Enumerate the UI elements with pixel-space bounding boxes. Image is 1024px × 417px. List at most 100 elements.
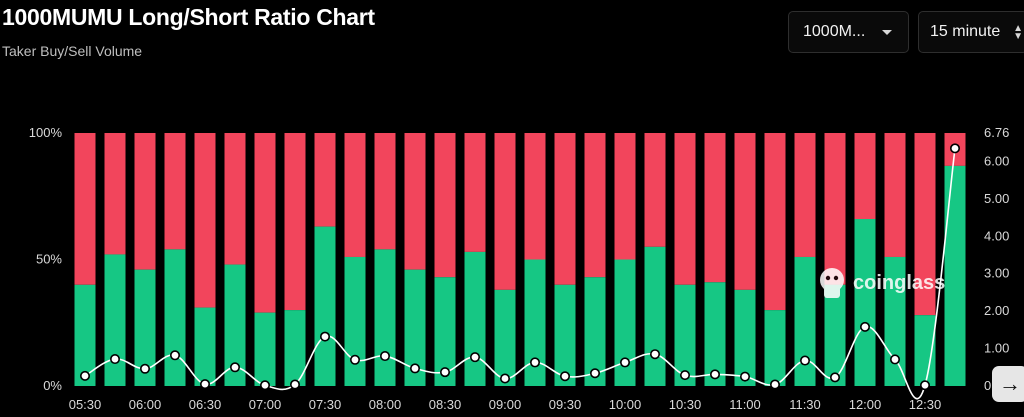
ratio-point — [319, 331, 330, 342]
right-axis-tick-label: 0 — [984, 378, 991, 393]
ratio-point — [919, 380, 930, 391]
interval-select-value: 15 minute — [930, 23, 1001, 40]
ratio-point — [379, 351, 390, 362]
sell-bar — [74, 133, 96, 285]
x-axis-tick-label: 05:30 — [69, 397, 102, 412]
sell-bar — [164, 133, 186, 250]
ratio-point — [529, 357, 540, 368]
buy-bar — [164, 249, 186, 386]
left-axis-tick-label: 100% — [29, 125, 63, 140]
x-axis-tick-label: 11:30 — [789, 397, 821, 412]
ratio-point — [140, 363, 151, 374]
right-axis-tick-label: 1.00 — [984, 341, 1009, 356]
buy-bar — [374, 249, 396, 386]
interval-select[interactable]: 15 minute ▲ ▼ — [918, 11, 1024, 53]
x-axis-tick-label: 11:00 — [729, 397, 761, 412]
buy-bar — [284, 310, 306, 386]
ratio-point — [289, 379, 300, 390]
sell-bar — [224, 133, 246, 265]
symbol-select[interactable]: 1000M... — [788, 11, 909, 53]
ratio-point — [499, 373, 510, 384]
sell-bar — [284, 133, 306, 311]
buy-bar — [434, 277, 456, 386]
ratio-point — [559, 371, 570, 382]
buy-bar — [674, 284, 696, 386]
buy-bar — [224, 264, 246, 386]
sell-bar — [554, 133, 576, 285]
buy-bar — [794, 256, 816, 386]
ratio-point — [409, 363, 420, 374]
sell-bar — [314, 133, 336, 227]
buy-bar — [944, 165, 966, 386]
right-axis-tick-label: 4.00 — [984, 228, 1009, 243]
sell-bar — [794, 133, 816, 257]
ratio-point — [200, 379, 211, 390]
sell-bar — [854, 133, 876, 220]
ratio-point — [439, 367, 450, 378]
right-axis-tick-label: 6.00 — [984, 153, 1009, 168]
sell-bar — [464, 133, 486, 252]
sell-bar — [374, 133, 396, 250]
buy-bar — [914, 315, 936, 386]
ratio-point — [259, 380, 270, 391]
next-arrow-button[interactable]: → — [992, 366, 1024, 402]
sell-bar — [134, 133, 156, 270]
x-axis-tick-label: 10:00 — [609, 397, 642, 412]
ratio-point — [709, 369, 720, 380]
ratio-point — [769, 379, 780, 390]
right-axis-tick-label: 6.76 — [984, 125, 1009, 140]
ratio-point — [80, 370, 91, 381]
ratio-point — [230, 362, 241, 373]
x-axis-tick-label: 06:30 — [189, 397, 222, 412]
x-axis-tick-label: 07:30 — [309, 397, 342, 412]
x-axis-tick-label: 12:00 — [849, 397, 882, 412]
sell-bar — [194, 133, 216, 308]
buy-bar — [134, 269, 156, 386]
buy-bar — [584, 277, 606, 386]
x-axis-tick-label: 09:00 — [489, 397, 522, 412]
buy-bar — [344, 256, 366, 386]
x-axis-tick-label: 08:30 — [429, 397, 462, 412]
buy-bar — [254, 312, 276, 386]
ratio-point — [110, 354, 121, 365]
buy-bar — [554, 284, 576, 386]
right-axis-tick-label: 3.00 — [984, 266, 1009, 281]
sell-bar — [884, 133, 906, 257]
buy-bar — [104, 254, 126, 386]
sell-bar — [614, 133, 636, 260]
buy-bar — [404, 269, 426, 386]
buy-bar — [494, 289, 516, 386]
sell-bar — [494, 133, 516, 290]
x-axis-tick-label: 06:00 — [129, 397, 162, 412]
sell-bar — [404, 133, 426, 270]
right-axis-tick-label: 5.00 — [984, 191, 1009, 206]
sell-bar — [524, 133, 546, 260]
ratio-point — [469, 352, 480, 363]
sell-bar — [824, 133, 846, 285]
right-axis-tick-label: 2.00 — [984, 303, 1009, 318]
ratio-point — [829, 372, 840, 383]
sell-bar — [434, 133, 456, 278]
sell-bar — [254, 133, 276, 313]
up-down-arrows-icon: ▲ ▼ — [1013, 23, 1023, 42]
buy-bar — [314, 226, 336, 386]
sell-bar — [344, 133, 366, 257]
coinglass-watermark: coinglass — [820, 268, 945, 298]
left-axis-tick-label: 50% — [36, 252, 62, 267]
sell-bar — [704, 133, 726, 283]
sell-bar — [914, 133, 936, 316]
sell-bar — [104, 133, 126, 255]
buy-bar — [734, 289, 756, 386]
left-axis-tick-label: 0% — [43, 378, 62, 393]
symbol-select-value: 1000M... — [803, 23, 866, 40]
sell-bar — [584, 133, 606, 278]
ratio-point — [739, 371, 750, 382]
ratio-point — [679, 370, 690, 381]
sell-bar — [674, 133, 696, 285]
page-subtitle: Taker Buy/Sell Volume — [2, 43, 143, 59]
ratio-point — [889, 354, 900, 365]
sell-bar — [734, 133, 756, 290]
ratio-point — [949, 143, 960, 154]
buy-bar — [464, 251, 486, 386]
sell-bar — [764, 133, 786, 311]
